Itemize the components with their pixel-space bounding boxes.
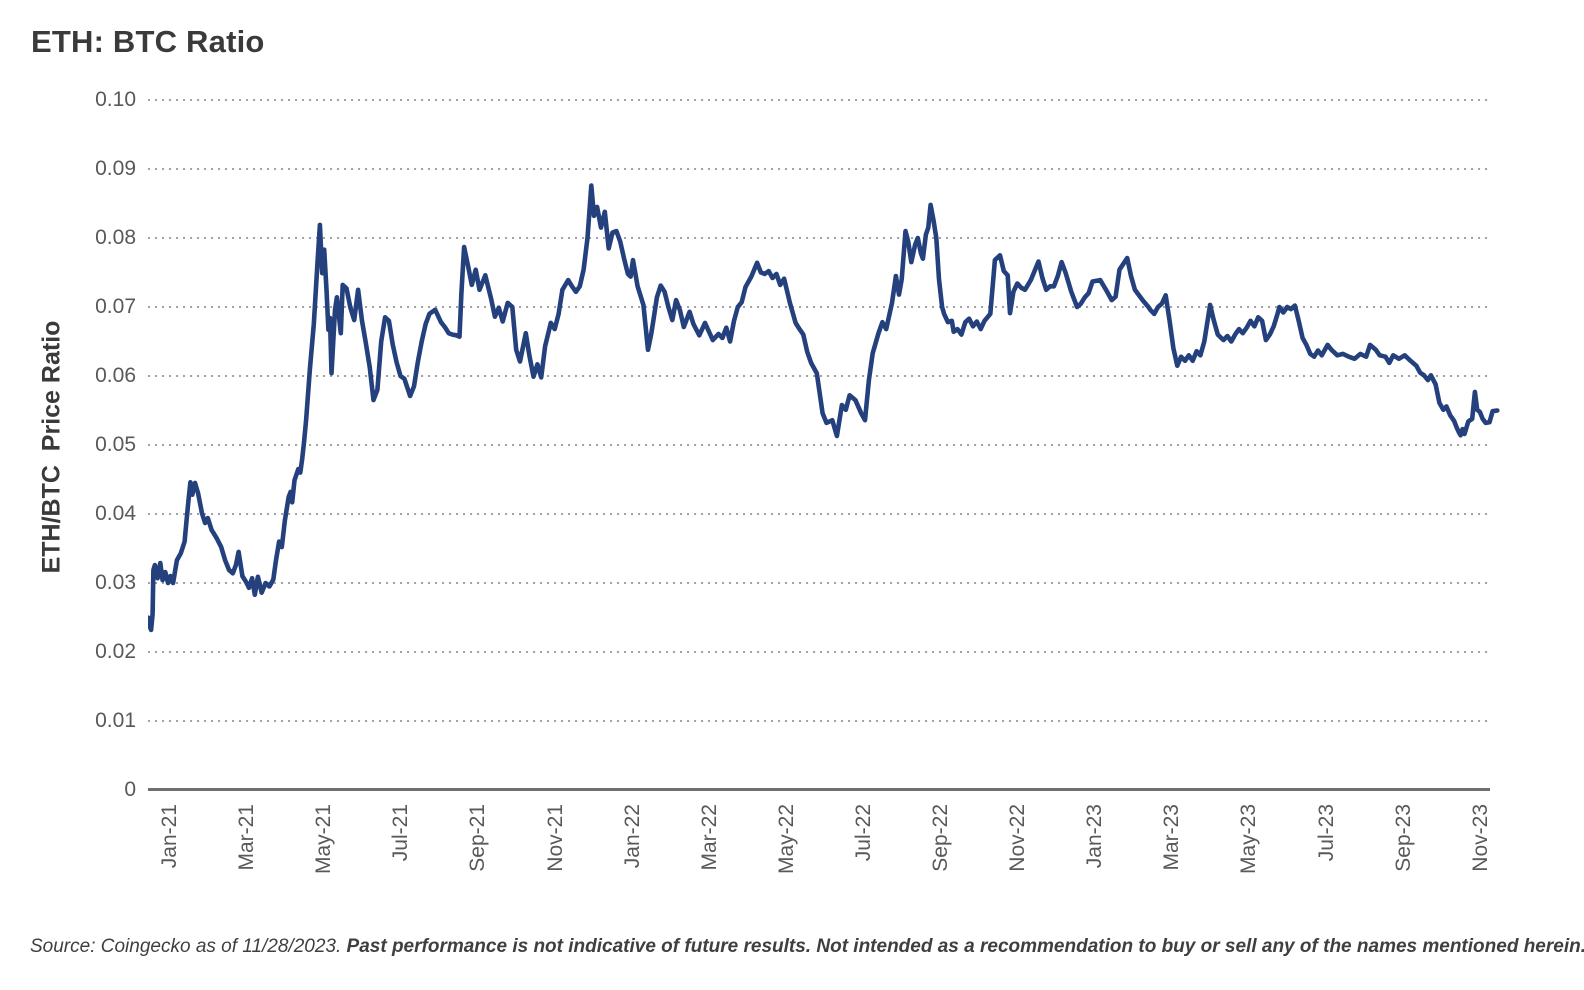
y-tick-label: 0.08	[95, 226, 136, 249]
y-tick-label: 0.04	[95, 502, 136, 525]
x-axis-line	[148, 788, 1490, 791]
price-line-chart	[148, 183, 1500, 633]
disclaimer-text: Past performance is not indicative of fu…	[346, 936, 1584, 957]
gridline	[148, 582, 1490, 584]
gridline	[148, 651, 1490, 653]
y-tick-label: 0.09	[95, 157, 136, 180]
gridline	[148, 513, 1490, 515]
gridline	[148, 444, 1490, 446]
price-line	[148, 183, 1500, 633]
gridline	[148, 306, 1490, 308]
chart-title: ETH: BTC Ratio	[31, 24, 265, 59]
y-tick-label: 0.02	[95, 640, 136, 663]
source-text: Source: Coingecko as of 11/28/2023.	[30, 936, 347, 957]
source-note: Source: Coingecko as of 11/28/2023. Past…	[30, 936, 1584, 958]
y-tick-label: 0.01	[95, 709, 136, 732]
y-tick-label: 0.03	[95, 571, 136, 594]
gridline	[148, 720, 1490, 722]
y-tick-label: 0.06	[95, 364, 136, 387]
gridline	[148, 237, 1490, 239]
y-tick-label: 0	[124, 778, 136, 801]
y-tick-label: 0.10	[95, 88, 136, 111]
y-tick-label: 0.07	[95, 295, 136, 318]
gridline	[148, 99, 1490, 101]
y-tick-label: 0.05	[95, 433, 136, 456]
gridline	[148, 168, 1490, 170]
